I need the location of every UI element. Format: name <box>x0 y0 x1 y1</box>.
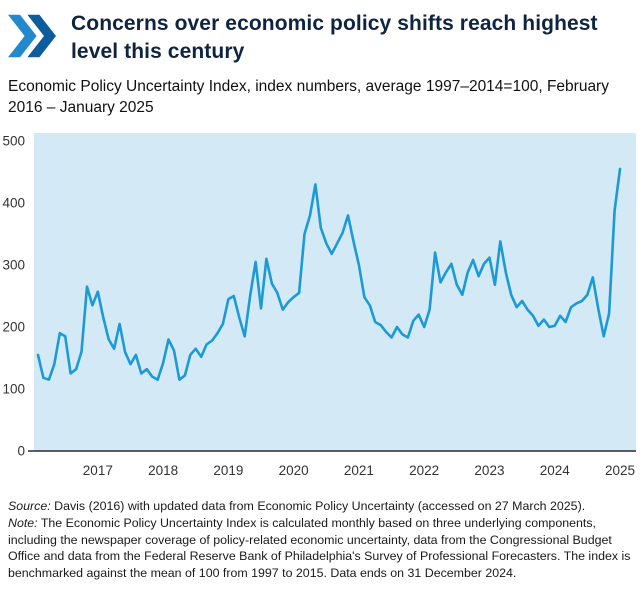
source-note: Source: Davis (2016) with updated data f… <box>8 498 634 581</box>
source-label: Source: <box>8 499 51 514</box>
svg-text:200: 200 <box>2 320 25 335</box>
svg-text:2018: 2018 <box>148 463 178 478</box>
svg-text:2022: 2022 <box>409 463 439 478</box>
chart-subtitle: Economic Policy Uncertainty Index, index… <box>8 78 609 117</box>
report-header: Concerns over economic policy shifts rea… <box>0 0 642 65</box>
svg-text:2020: 2020 <box>279 463 309 478</box>
double-chevron-right-icon <box>8 14 56 58</box>
svg-text:2025: 2025 <box>605 463 635 478</box>
note-label: Note: <box>8 515 38 530</box>
svg-text:400: 400 <box>2 196 25 211</box>
svg-text:300: 300 <box>2 258 25 273</box>
svg-text:100: 100 <box>2 382 25 397</box>
svg-text:0: 0 <box>17 444 25 459</box>
page-title: Concerns over economic policy shifts rea… <box>71 12 598 63</box>
source-text: Davis (2016) with updated data from Econ… <box>50 499 586 514</box>
svg-text:2024: 2024 <box>540 463 571 478</box>
svg-text:2021: 2021 <box>344 463 374 478</box>
chart-canvas: 0 100 200 300 400 500 2017 2018 2019 2020 2021 2022… <box>2 133 636 478</box>
svg-text:500: 500 <box>2 134 25 149</box>
svg-text:2017: 2017 <box>83 463 113 478</box>
svg-text:2023: 2023 <box>474 463 504 478</box>
note-text: The Economic Policy Uncertainty Index is… <box>8 515 631 580</box>
svg-text:2019: 2019 <box>213 463 243 478</box>
epu-line-chart: 0 100 200 300 400 500 2017 2018 2019 2020 2021 2022… <box>0 127 642 488</box>
